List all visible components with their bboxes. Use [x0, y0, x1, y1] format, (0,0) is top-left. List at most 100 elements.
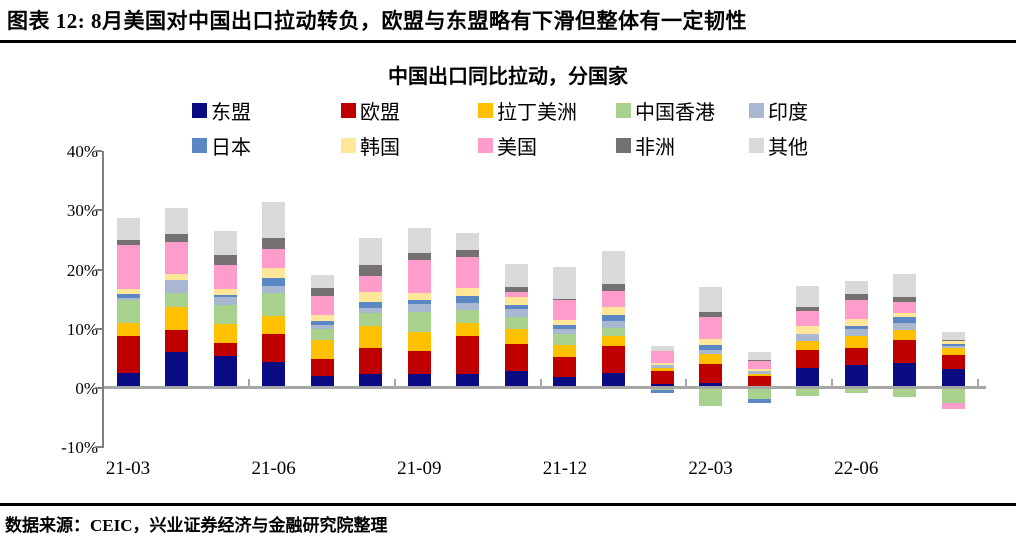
bar-segment — [747, 360, 771, 361]
bar-segment — [359, 312, 383, 326]
bar-segment — [456, 323, 480, 336]
bar-segment — [359, 325, 383, 349]
bar-segment — [213, 305, 237, 325]
bar-segment — [893, 329, 917, 341]
legend-item: 拉丁美洲 — [478, 99, 616, 124]
bar-segment — [602, 373, 625, 388]
bar-segment — [407, 227, 431, 254]
bar-segment — [650, 350, 674, 364]
bar-segment — [553, 334, 577, 345]
bar-segment — [699, 339, 723, 345]
legend-item: 欧盟 — [341, 99, 478, 124]
bar-segment — [844, 319, 868, 326]
bar-segment — [602, 290, 625, 308]
bar-segment — [796, 311, 820, 327]
bar-segment — [165, 273, 189, 280]
bar-segment — [699, 344, 723, 351]
bar-segment — [893, 273, 917, 298]
bar-segment — [602, 345, 625, 374]
bar-segment — [844, 294, 868, 300]
bar-segment — [553, 298, 577, 301]
y-axis-tick — [95, 387, 102, 389]
legend-item: 其他 — [749, 134, 859, 159]
bar-segment — [165, 279, 189, 294]
bar-segment — [699, 382, 723, 388]
bar-segment — [796, 334, 820, 342]
bar-segment — [407, 332, 431, 351]
y-axis-line — [102, 151, 104, 448]
x-axis-label: 21-12 — [542, 458, 588, 479]
bar-segment — [553, 357, 577, 377]
legend-label: 拉丁美洲 — [497, 101, 577, 124]
bar-segment — [844, 280, 868, 295]
bar-segment — [165, 293, 189, 308]
data-source: 数据来源：CEIC，兴业证券经济与金融研究院整理 — [5, 516, 388, 535]
legend-label: 美国 — [497, 136, 537, 159]
bar-segment — [165, 234, 189, 243]
bar-segment — [262, 248, 286, 268]
bar-segment — [650, 363, 674, 365]
x-axis-label: 21-06 — [251, 458, 296, 479]
y-axis-label: 0% — [75, 379, 98, 398]
bar-segment — [893, 340, 917, 363]
bar-segment — [359, 291, 383, 302]
x-axis-label: 22-03 — [688, 458, 733, 479]
bar-segment — [941, 402, 965, 409]
bar-segment — [116, 294, 140, 298]
y-axis-tick — [95, 327, 102, 330]
bar-segment — [262, 315, 286, 334]
bar-segment — [359, 301, 383, 309]
bar-segment — [504, 291, 528, 298]
bar-segment — [699, 353, 723, 365]
bar-segment — [262, 267, 286, 278]
legend-swatch — [749, 102, 764, 118]
bar-segment — [796, 285, 820, 307]
bar-segment — [165, 352, 189, 388]
bar-segment — [747, 369, 771, 372]
legend-swatch — [616, 137, 631, 153]
bar-segment — [262, 292, 286, 316]
bar-segment — [310, 296, 334, 315]
bar-segment — [747, 376, 771, 386]
bar-segment — [359, 308, 383, 313]
y-axis-label: -10% — [61, 438, 98, 458]
bar-segment — [116, 240, 140, 245]
bar-segment — [602, 328, 625, 336]
bar-segment — [844, 328, 868, 336]
bar-segment — [650, 389, 674, 393]
bar-segment — [796, 388, 820, 397]
bar-segment — [359, 373, 383, 388]
bar-segment — [504, 297, 528, 306]
x-axis-label: 21-09 — [397, 458, 442, 479]
bar-segment — [796, 368, 820, 388]
bar-segment — [650, 371, 674, 385]
bar-segment — [602, 284, 625, 291]
bar-segment — [504, 305, 528, 309]
bar-segment — [504, 263, 528, 287]
bar-segment — [893, 362, 917, 388]
footer-divider — [0, 503, 1016, 506]
chart-legend: 东盟 欧盟 拉丁美洲 中国香港 印度 日本 韩国 美国 非洲 其他 — [192, 99, 859, 159]
legend-swatch — [616, 102, 631, 118]
legend-swatch — [478, 102, 493, 118]
bar-segment — [941, 388, 965, 403]
bar-segment — [844, 348, 868, 365]
bar-segment — [844, 299, 868, 320]
bar-segment — [602, 251, 625, 285]
legend-item: 日本 — [192, 134, 341, 159]
bar-segment — [650, 367, 674, 372]
bar-segment — [116, 244, 140, 289]
bar-segment — [650, 345, 674, 351]
bar-segment — [310, 321, 334, 326]
bar-segment — [116, 323, 140, 336]
bar-segment — [941, 331, 965, 341]
bar-segment — [116, 298, 140, 301]
legend-item: 韩国 — [341, 134, 478, 159]
bar-segment — [262, 277, 286, 287]
bar-segment — [796, 349, 820, 369]
bar-segment — [699, 364, 723, 383]
bar-segment — [456, 257, 480, 288]
bar-segment — [553, 376, 577, 388]
bar-segment — [165, 329, 189, 353]
legend-item: 印度 — [749, 99, 859, 124]
